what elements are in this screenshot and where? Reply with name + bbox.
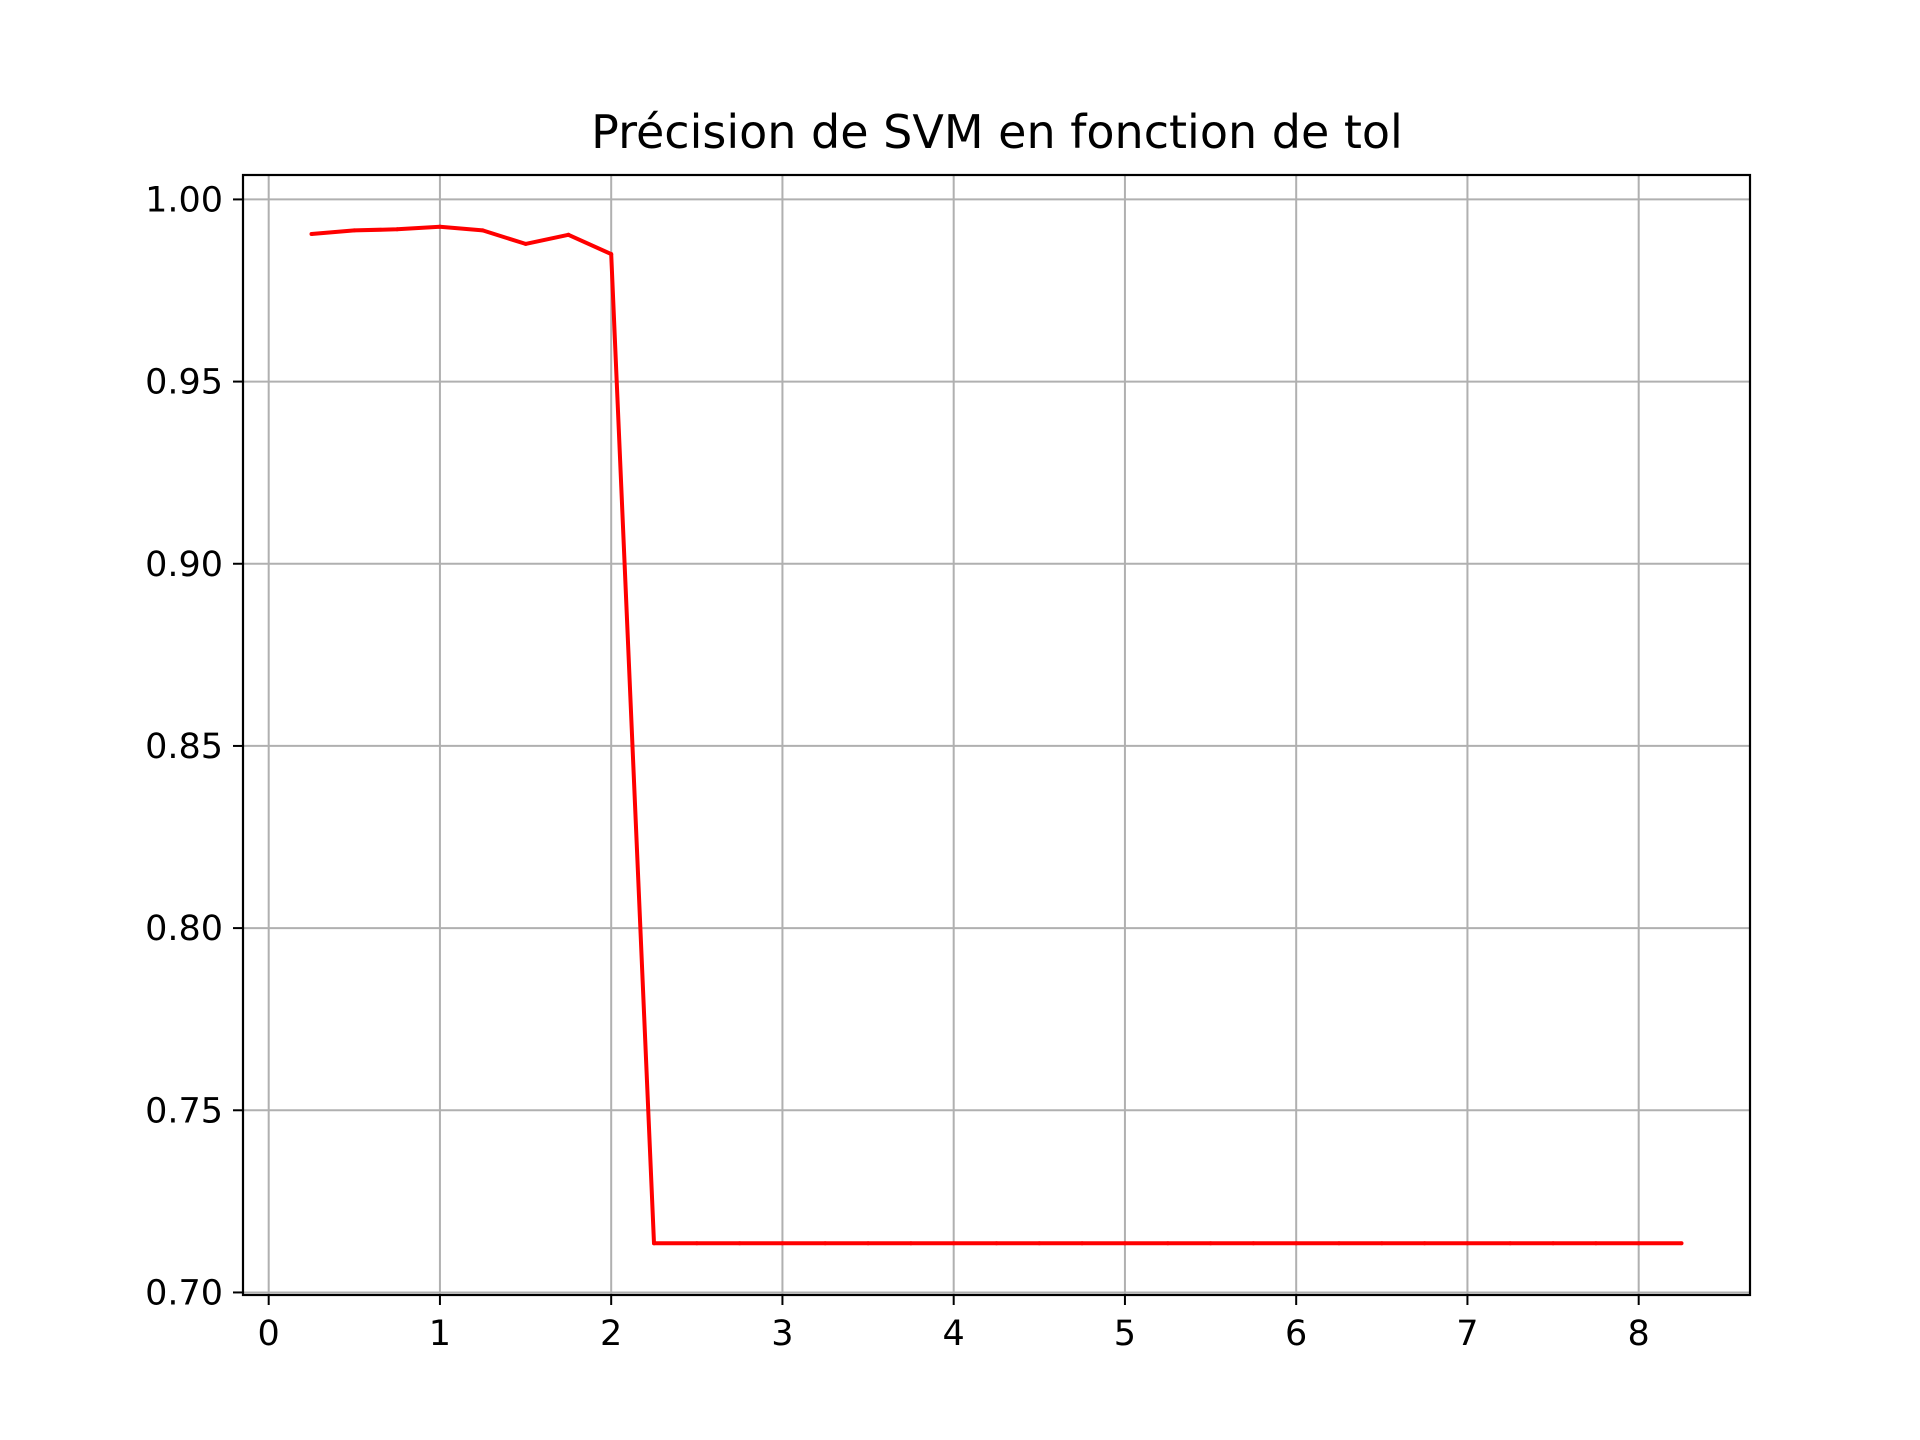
data-point — [1508, 1241, 1513, 1246]
x-tick-label: 2 — [600, 1314, 622, 1354]
data-point — [352, 228, 357, 233]
data-point — [1165, 1241, 1170, 1246]
data-point — [309, 232, 314, 236]
data-point — [823, 1241, 828, 1246]
data-point — [1551, 1241, 1556, 1246]
y-tick-label: 1.00 — [145, 180, 223, 220]
series-line — [311, 224, 1682, 1246]
y-tick-label: 0.85 — [145, 727, 223, 767]
data-point — [694, 1241, 699, 1246]
series-layer — [309, 224, 1684, 1246]
y-tick-label: 0.75 — [145, 1091, 223, 1131]
x-tick-label: 6 — [1285, 1314, 1307, 1354]
y-axis: 0.70 0.75 0.80 0.85 0.90 0.95 1.00 — [145, 180, 243, 1313]
data-point — [1208, 1241, 1213, 1246]
y-tick-label: 0.80 — [145, 909, 223, 949]
data-point — [1037, 1241, 1042, 1246]
data-point — [737, 1241, 742, 1246]
y-tick-label: 0.90 — [145, 545, 223, 585]
data-point — [951, 1241, 956, 1246]
x-tick-label: 8 — [1628, 1314, 1650, 1354]
data-point — [1679, 1241, 1684, 1246]
plot-frame — [241, 173, 1752, 1297]
x-tick-label: 0 — [258, 1314, 280, 1354]
data-point — [395, 227, 400, 232]
x-tick-label: 3 — [771, 1314, 793, 1354]
y-tick-label: 0.95 — [145, 363, 223, 403]
x-tick-label: 5 — [1114, 1314, 1136, 1354]
chart-title: Précision de SVM en fonction de tol — [591, 105, 1403, 159]
x-tick-label: 1 — [429, 1314, 451, 1354]
x-tick-label: 7 — [1456, 1314, 1478, 1354]
data-point — [1122, 1241, 1127, 1246]
data-point — [908, 1241, 913, 1246]
data-point — [1636, 1241, 1641, 1246]
data-point — [780, 1241, 785, 1246]
data-point — [480, 228, 485, 233]
data-point — [1465, 1241, 1470, 1246]
data-point — [437, 224, 442, 229]
grid — [243, 175, 1750, 1295]
y-tick-label: 0.70 — [145, 1273, 223, 1313]
x-axis: 0 1 2 3 4 5 6 7 8 — [258, 1295, 1650, 1354]
data-point — [523, 241, 528, 246]
data-point — [1080, 1241, 1085, 1246]
data-point — [866, 1241, 871, 1246]
data-point — [652, 1241, 656, 1246]
data-point — [1422, 1241, 1427, 1246]
data-point — [1251, 1241, 1256, 1246]
data-point — [1294, 1241, 1299, 1246]
x-tick-label: 4 — [943, 1314, 965, 1354]
data-point — [1379, 1241, 1384, 1246]
data-point — [609, 252, 614, 257]
data-point — [566, 232, 571, 237]
data-point — [1593, 1241, 1598, 1246]
data-point — [994, 1241, 999, 1246]
data-point — [1337, 1241, 1341, 1246]
